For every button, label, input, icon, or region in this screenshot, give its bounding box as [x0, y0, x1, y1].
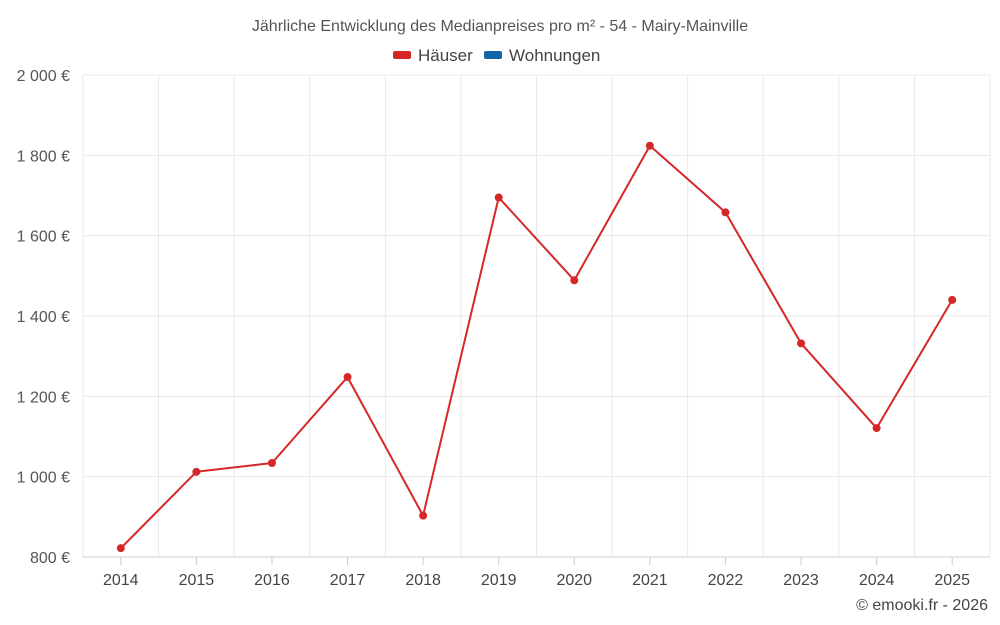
data-point-hauser-2019[interactable]: [494, 193, 503, 202]
legend-item-wohnungen[interactable]: Wohnungen: [484, 46, 600, 65]
axes: 800 € 1 000 € 1 200 € 1 400 € 1 600 € 1 800 €…: [17, 68, 990, 589]
y-tick-label: 1 000 €: [17, 470, 70, 487]
x-tick-label: 2024: [859, 572, 895, 589]
data-point-hauser-2018[interactable]: [419, 511, 428, 520]
x-tick-label: 2020: [556, 572, 592, 589]
data-point-hauser-2023[interactable]: [797, 339, 806, 348]
data-point-hauser-2020[interactable]: [570, 276, 579, 285]
y-tick-label: 2 000 €: [17, 68, 70, 85]
legend-swatch-wohnungen: [484, 51, 502, 59]
x-tick-label: 2023: [783, 572, 819, 589]
data-point-hauser-2022[interactable]: [721, 208, 730, 217]
legend-label-wohnungen: Wohnungen: [509, 46, 600, 65]
chart-title: Jährliche Entwicklung des Medianpreises …: [252, 18, 748, 35]
grid: [82, 74, 991, 558]
data-point-hauser-2024[interactable]: [872, 424, 881, 433]
series-line-hauser: [120, 144, 954, 549]
y-tick-label: 1 800 €: [17, 148, 70, 165]
x-tick-label: 2015: [179, 572, 215, 589]
x-tick-label: 2025: [934, 572, 970, 589]
x-tick-label: 2017: [330, 572, 366, 589]
data-point-hauser-2014[interactable]: [116, 544, 125, 553]
x-tick-label: 2019: [481, 572, 517, 589]
x-tick-label: 2018: [405, 572, 441, 589]
x-tick-label: 2014: [103, 572, 139, 589]
x-tick-label: 2022: [708, 572, 744, 589]
legend-item-hauser[interactable]: Häuser: [393, 46, 473, 65]
x-tick-label: 2016: [254, 572, 290, 589]
y-tick-label: 1 600 €: [17, 229, 70, 246]
y-tick-label: 1 400 €: [17, 309, 70, 326]
y-tick-label: 1 200 €: [17, 389, 70, 406]
y-tick-label: 800 €: [30, 550, 70, 567]
legend-label-hauser: Häuser: [418, 46, 473, 65]
data-point-hauser-2021[interactable]: [645, 141, 654, 150]
data-point-hauser-2025[interactable]: [948, 295, 957, 304]
series-hauser: [116, 141, 957, 553]
x-tick-label: 2021: [632, 572, 668, 589]
legend: Häuser Wohnungen: [393, 46, 600, 65]
credit-text: © emooki.fr - 2026: [856, 597, 988, 614]
data-point-hauser-2017[interactable]: [343, 373, 352, 382]
data-point-hauser-2016[interactable]: [267, 459, 276, 468]
legend-swatch-hauser: [393, 51, 411, 59]
data-point-hauser-2015[interactable]: [192, 467, 201, 476]
